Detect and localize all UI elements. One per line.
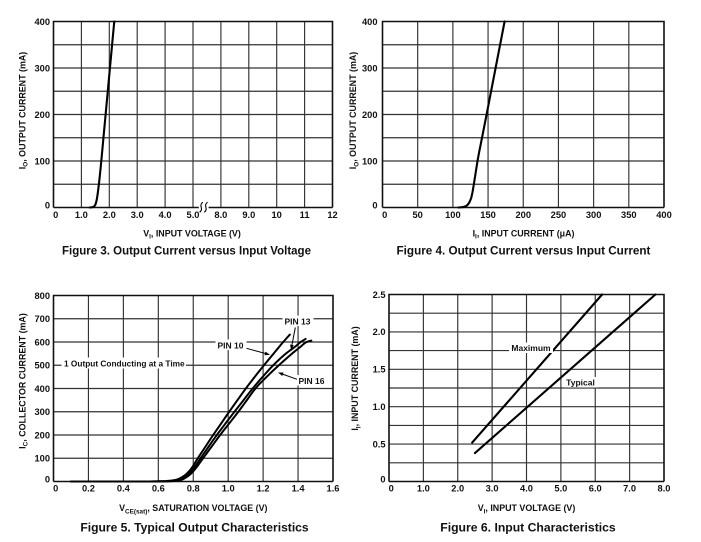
svg-text:1 Output Conducting at a Time: 1 Output Conducting at a Time xyxy=(64,358,185,368)
svg-text:1.6: 1.6 xyxy=(327,483,340,493)
svg-text:100: 100 xyxy=(362,156,378,166)
svg-text:0: 0 xyxy=(53,210,58,220)
svg-text:11: 11 xyxy=(300,210,310,220)
svg-text:8.0: 8.0 xyxy=(658,483,671,493)
svg-text:0: 0 xyxy=(372,201,377,211)
svg-text:PIN 10: PIN 10 xyxy=(218,341,244,351)
svg-text:Figure 3. Output Current versu: Figure 3. Output Current versus Input Vo… xyxy=(62,245,311,257)
svg-text:Figure 6. Input Characteristic: Figure 6. Input Characteristics xyxy=(440,521,616,535)
svg-text:IC, COLLECTOR CURRENT (mA): IC, COLLECTOR CURRENT (mA) xyxy=(17,313,29,449)
svg-text:0.6: 0.6 xyxy=(152,483,165,493)
svg-text:1.0: 1.0 xyxy=(373,402,386,412)
svg-text:100: 100 xyxy=(34,454,50,464)
svg-text:3.0: 3.0 xyxy=(131,210,144,220)
svg-text:IO, OUTPUT CURRENT (mA): IO, OUTPUT CURRENT (mA) xyxy=(348,52,360,169)
svg-text:200: 200 xyxy=(34,430,50,440)
svg-text:5.0: 5.0 xyxy=(554,483,567,493)
svg-text:0: 0 xyxy=(53,483,58,493)
svg-text:II, INPUT CURRENT (mA): II, INPUT CURRENT (mA) xyxy=(350,326,362,430)
svg-text:100: 100 xyxy=(34,156,50,166)
svg-text:0.8: 0.8 xyxy=(187,483,200,493)
svg-text:200: 200 xyxy=(362,110,378,120)
svg-text:400: 400 xyxy=(656,210,672,220)
svg-text:4.0: 4.0 xyxy=(520,483,533,493)
svg-text:400: 400 xyxy=(34,384,50,394)
svg-text:12: 12 xyxy=(327,210,337,220)
svg-text:1.5: 1.5 xyxy=(373,365,386,375)
svg-text:2.5: 2.5 xyxy=(373,290,386,300)
svg-text:150: 150 xyxy=(480,210,496,220)
svg-text:3.0: 3.0 xyxy=(486,483,499,493)
svg-text:PIN 13: PIN 13 xyxy=(285,317,311,327)
svg-text:1.0: 1.0 xyxy=(222,483,235,493)
svg-text:1.0: 1.0 xyxy=(417,483,430,493)
svg-text:700: 700 xyxy=(34,314,50,324)
svg-text:350: 350 xyxy=(621,210,637,220)
svg-text:0.5: 0.5 xyxy=(373,439,386,449)
svg-text:250: 250 xyxy=(551,210,567,220)
svg-text:0: 0 xyxy=(45,475,50,485)
svg-text:600: 600 xyxy=(34,337,50,347)
svg-text:2.0: 2.0 xyxy=(103,210,116,220)
svg-text:2.0: 2.0 xyxy=(373,327,386,337)
svg-text:5.0: 5.0 xyxy=(187,210,200,220)
svg-text:II, INPUT CURRENT (μA): II, INPUT CURRENT (μA) xyxy=(473,228,575,240)
svg-text:400: 400 xyxy=(34,17,50,27)
svg-text:9.0: 9.0 xyxy=(242,210,255,220)
svg-text:7.0: 7.0 xyxy=(623,483,636,493)
svg-text:1.4: 1.4 xyxy=(292,483,306,493)
svg-text:300: 300 xyxy=(586,210,602,220)
svg-text:VCE(sat), SATURATION VOLTAGE (: VCE(sat), SATURATION VOLTAGE (V) xyxy=(119,503,267,515)
svg-text:Figure 5. Typical Output Chara: Figure 5. Typical Output Characteristics xyxy=(80,521,309,535)
svg-text:300: 300 xyxy=(34,63,50,73)
svg-text:IO, OUTPUT CURRENT (mA): IO, OUTPUT CURRENT (mA) xyxy=(17,52,29,169)
svg-text:10: 10 xyxy=(272,210,282,220)
svg-text:0: 0 xyxy=(389,483,394,493)
svg-text:400: 400 xyxy=(362,17,378,27)
svg-text:1.0: 1.0 xyxy=(75,210,88,220)
svg-text:Maximum: Maximum xyxy=(511,343,551,353)
svg-text:50: 50 xyxy=(413,210,423,220)
svg-text:8.0: 8.0 xyxy=(214,210,227,220)
svg-text:4.0: 4.0 xyxy=(159,210,172,220)
svg-text:0: 0 xyxy=(45,201,50,211)
svg-text:200: 200 xyxy=(515,210,531,220)
svg-text:2.0: 2.0 xyxy=(451,483,464,493)
svg-text:200: 200 xyxy=(34,110,50,120)
svg-text:300: 300 xyxy=(362,63,378,73)
svg-text:VI, INPUT VOLTAGE (V): VI, INPUT VOLTAGE (V) xyxy=(478,503,576,515)
svg-text:6.0: 6.0 xyxy=(589,483,602,493)
svg-text:PIN 16: PIN 16 xyxy=(299,376,325,386)
svg-text:0: 0 xyxy=(382,210,387,220)
svg-text:300: 300 xyxy=(34,407,50,417)
svg-text:Typical: Typical xyxy=(566,378,595,388)
svg-text:100: 100 xyxy=(445,210,461,220)
svg-text:0.4: 0.4 xyxy=(117,483,131,493)
svg-text:Figure 4. Output Current versu: Figure 4. Output Current versus Input Cu… xyxy=(397,244,651,257)
svg-text:0.2: 0.2 xyxy=(82,483,95,493)
svg-text:500: 500 xyxy=(34,361,50,371)
svg-text:1.2: 1.2 xyxy=(257,483,270,493)
svg-text:0: 0 xyxy=(380,475,385,485)
svg-text:VI, INPUT VOLTAGE (V): VI, INPUT VOLTAGE (V) xyxy=(143,228,241,240)
svg-text:800: 800 xyxy=(34,291,50,301)
